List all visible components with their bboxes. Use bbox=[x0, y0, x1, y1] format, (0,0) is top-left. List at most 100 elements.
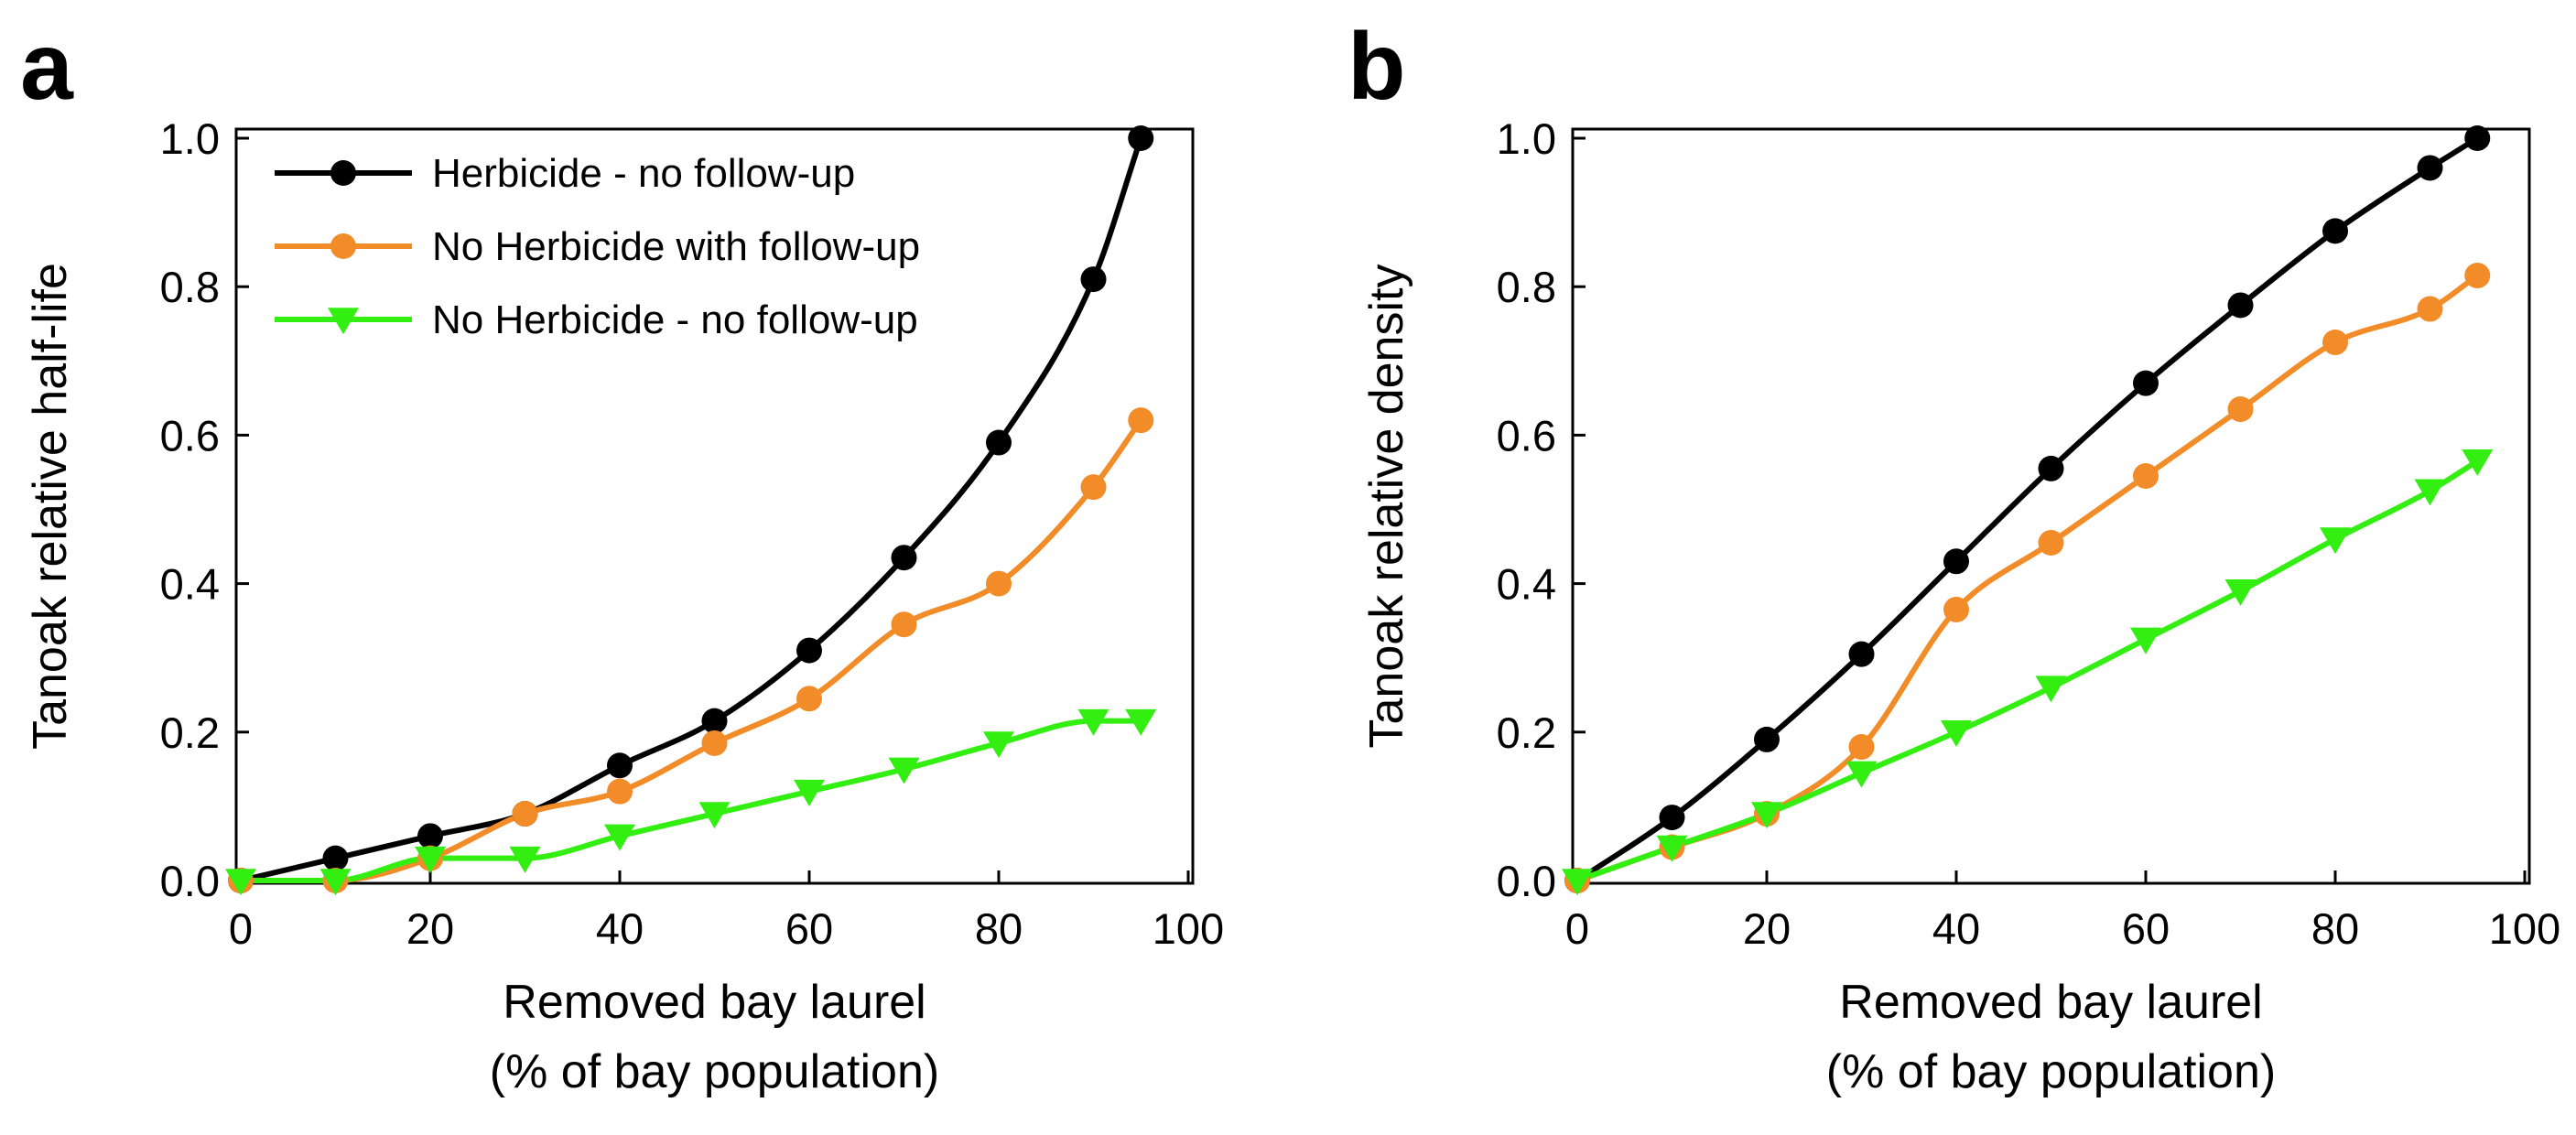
y-tick-label: 0.2 bbox=[160, 708, 220, 757]
series-0-point bbox=[2133, 370, 2159, 396]
series-2-point bbox=[1562, 869, 1593, 896]
series-2-point bbox=[794, 779, 825, 806]
series-0-point bbox=[2417, 155, 2443, 181]
series-2-point bbox=[1941, 720, 1972, 747]
x-tick-label: 20 bbox=[406, 904, 454, 953]
x-tick-label: 20 bbox=[1743, 904, 1791, 953]
y-tick-label: 0.8 bbox=[1497, 263, 1556, 311]
series-2-point bbox=[1751, 802, 1782, 829]
series-1-point bbox=[607, 778, 633, 805]
series-1-point bbox=[796, 686, 822, 712]
series-2-point bbox=[2414, 479, 2446, 506]
series-0-point bbox=[1848, 641, 1875, 667]
panel-letter: b bbox=[1348, 14, 1406, 120]
x-tick-label: 60 bbox=[785, 904, 833, 953]
series-2-point bbox=[2035, 676, 2067, 703]
series-0-point bbox=[2227, 292, 2254, 319]
x-axis-label-units: (% of bay population) bbox=[490, 1045, 939, 1098]
series-0-point bbox=[986, 429, 1012, 456]
series-1-point bbox=[2322, 330, 2348, 356]
x-tick-label: 60 bbox=[2122, 904, 2170, 953]
series-1-point bbox=[1943, 596, 1969, 622]
x-axis-label: Removed bay laurel bbox=[1839, 976, 2262, 1029]
series-0-point bbox=[1659, 805, 1685, 831]
y-axis-label: Tanoak relative density bbox=[1360, 265, 1413, 749]
panel-a-chart: a 0 20 40 60 80 100 0.0 0.2 0.4 0.6 0.8 1.0 Removed b… bbox=[20, 14, 1224, 1098]
series-1-point bbox=[1080, 474, 1107, 501]
series-line-0 bbox=[1575, 135, 2481, 883]
y-tick-label: 1.0 bbox=[160, 114, 220, 163]
series-1-point bbox=[701, 730, 728, 756]
y-axis-label: Tanoak relative half-life bbox=[24, 263, 77, 750]
series-2-point bbox=[698, 802, 731, 829]
series-1-point bbox=[1128, 407, 1154, 434]
series-2-point bbox=[1845, 761, 1878, 788]
series-line-0 bbox=[238, 135, 1144, 883]
x-tick-label: 40 bbox=[596, 904, 644, 953]
x-tick-label: 0 bbox=[1565, 904, 1589, 953]
y-tick-label: 0.0 bbox=[1497, 857, 1556, 905]
series-1-point bbox=[2133, 463, 2159, 490]
series-0-point bbox=[2038, 455, 2064, 481]
panel-b-chart: b 0 20 40 60 80 100 0.0 0.2 0.4 0.6 0.8 1.0 Removed b… bbox=[1348, 14, 2560, 1098]
series-2-point bbox=[1656, 835, 1688, 862]
series-1-point bbox=[2464, 263, 2491, 289]
x-tick-label: 100 bbox=[2489, 904, 2560, 953]
legend-label: No Herbicide - no follow-up bbox=[432, 297, 918, 342]
series-0-point bbox=[1754, 726, 1780, 752]
y-tick-label: 0.4 bbox=[1497, 560, 1556, 609]
series-line-1 bbox=[1575, 273, 2481, 883]
series-0-point bbox=[417, 823, 443, 849]
series-0-point bbox=[1128, 125, 1154, 151]
plot-frame bbox=[234, 127, 1195, 885]
x-tick-label: 80 bbox=[975, 904, 1023, 953]
series-0-point bbox=[322, 845, 349, 871]
panel-letter: a bbox=[20, 14, 74, 120]
series-0-point bbox=[1943, 548, 1969, 575]
series-1-point bbox=[1848, 734, 1875, 761]
series-2-point bbox=[509, 846, 541, 873]
legend-label: Herbicide - no follow-up bbox=[432, 151, 855, 196]
y-tick-label: 0.6 bbox=[1497, 411, 1556, 459]
legend-label: No Herbicide with follow-up bbox=[432, 224, 920, 269]
y-tick-label: 0.4 bbox=[160, 560, 220, 609]
y-tick-label: 0.6 bbox=[160, 411, 220, 459]
x-axis-label-units: (% of bay population) bbox=[1826, 1045, 2276, 1098]
series-0-point bbox=[607, 752, 633, 779]
x-tick-label: 0 bbox=[229, 904, 253, 953]
legend-marker bbox=[330, 233, 356, 259]
series-1-point bbox=[2038, 529, 2064, 556]
series-2-point bbox=[2462, 449, 2494, 476]
series-2-point bbox=[2224, 578, 2257, 606]
series-line-2 bbox=[1575, 458, 2481, 883]
series-1-point bbox=[2417, 296, 2443, 322]
x-axis-label: Removed bay laurel bbox=[503, 976, 925, 1029]
series-2-point bbox=[319, 869, 352, 896]
series-1-point bbox=[891, 611, 917, 638]
series-0-point bbox=[1080, 266, 1107, 293]
series-2-point bbox=[415, 846, 446, 873]
x-tick-label: 40 bbox=[1932, 904, 1980, 953]
legend-marker bbox=[330, 160, 356, 186]
legend-marker bbox=[328, 308, 359, 335]
series-2-point bbox=[604, 824, 635, 851]
series-2-point bbox=[1125, 708, 1157, 736]
y-tick-label: 0.8 bbox=[160, 263, 220, 311]
series-2-point bbox=[2320, 527, 2351, 555]
series-2-point bbox=[888, 757, 920, 784]
series-0-point bbox=[2322, 218, 2348, 244]
x-tick-label: 100 bbox=[1153, 904, 1224, 953]
y-tick-label: 0.0 bbox=[160, 857, 220, 905]
plot-frame bbox=[1571, 127, 2531, 885]
series-1-point bbox=[2227, 396, 2254, 423]
x-tick-label: 80 bbox=[2311, 904, 2359, 953]
series-2-point bbox=[1077, 708, 1109, 736]
series-0-point bbox=[796, 637, 822, 664]
y-tick-label: 1.0 bbox=[1497, 114, 1556, 163]
series-1-point bbox=[986, 570, 1012, 597]
series-2-point bbox=[225, 869, 256, 896]
series-2-point bbox=[983, 731, 1014, 759]
y-tick-label: 0.2 bbox=[1497, 708, 1556, 757]
series-0-point bbox=[891, 545, 917, 571]
